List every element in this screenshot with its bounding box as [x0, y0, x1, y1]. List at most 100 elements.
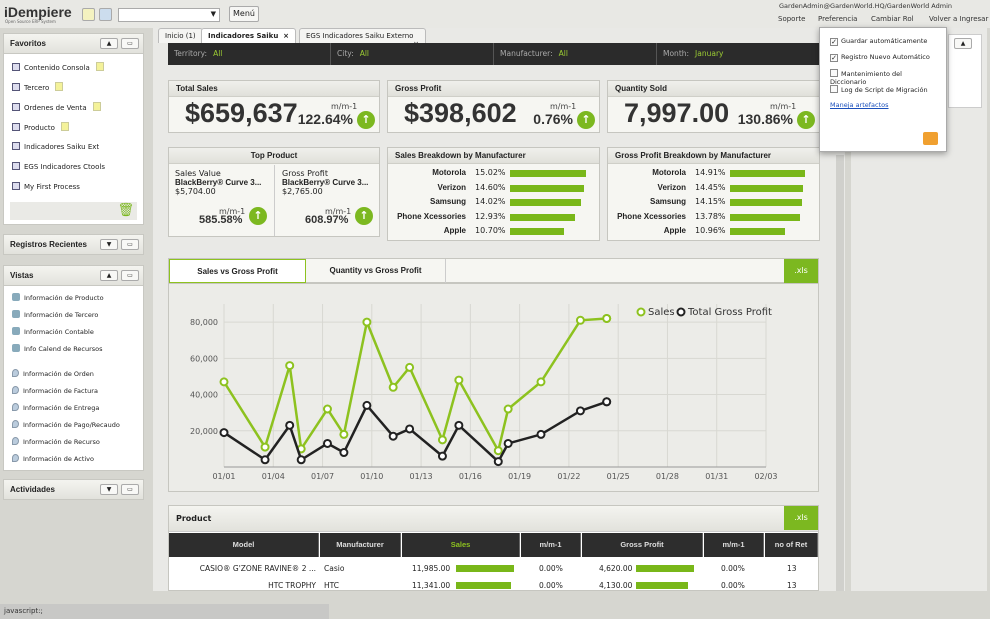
column-header[interactable]: Manufacturer	[320, 533, 401, 557]
data-point[interactable]	[285, 361, 295, 371]
data-point[interactable]	[602, 397, 612, 407]
migration-log-option[interactable]: Log de Script de Migración	[820, 81, 946, 97]
view-item[interactable]: Información de Pago/Recaudo	[4, 416, 143, 433]
favorite-item[interactable]: Producto	[4, 117, 143, 137]
tab-qty-vs-gp[interactable]: Quantity vs Gross Profit	[306, 259, 446, 283]
table-row[interactable]: CASIO® G'ZONE RAVINE® 2 ... Casio 11,985.0…	[169, 560, 818, 577]
data-point[interactable]	[296, 455, 306, 465]
view-item[interactable]: Información de Activo	[4, 450, 143, 467]
data-point[interactable]	[322, 404, 332, 414]
view-item[interactable]: Información de Factura	[4, 382, 143, 399]
view-item[interactable]: Información Contable	[4, 323, 143, 340]
data-point[interactable]	[339, 448, 349, 458]
collapse-button[interactable]: ▲	[954, 38, 972, 49]
column-header[interactable]: m/m-1	[704, 533, 764, 557]
data-point[interactable]	[536, 429, 546, 439]
data-point[interactable]	[454, 420, 464, 430]
tab-saiku[interactable]: Indicadores Saiku ×	[201, 28, 296, 43]
column-header[interactable]: Sales	[402, 533, 520, 557]
data-point[interactable]	[536, 377, 546, 387]
data-point[interactable]	[322, 438, 332, 448]
favorite-item[interactable]: Ordenes de Venta	[4, 97, 143, 117]
data-point[interactable]	[388, 431, 398, 441]
collapse-button[interactable]: ▲	[100, 38, 118, 49]
data-point[interactable]	[575, 406, 585, 416]
window-icon[interactable]	[99, 8, 112, 21]
column-header[interactable]: no of Ret	[765, 533, 818, 557]
favorite-item[interactable]: Indicadores Saiku Ext	[4, 137, 143, 157]
maximize-button[interactable]: ▭	[121, 239, 139, 250]
scrollbar[interactable]	[836, 155, 844, 591]
checkbox[interactable]	[830, 85, 838, 93]
column-header[interactable]: m/m-1	[521, 533, 581, 557]
favorite-item[interactable]: Tercero	[4, 77, 143, 97]
data-point[interactable]	[493, 457, 503, 467]
data-point[interactable]	[362, 317, 372, 327]
data-point[interactable]	[219, 428, 229, 438]
column-header[interactable]: Gross Profit	[582, 533, 703, 557]
view-item[interactable]: Información de Tercero	[4, 306, 143, 323]
data-point[interactable]	[362, 400, 372, 410]
trash-icon[interactable]: 🗑	[117, 203, 134, 218]
logout-link[interactable]: Volver a Ingresar	[929, 15, 989, 23]
note-icon[interactable]	[60, 122, 69, 131]
support-link[interactable]: Soporte	[778, 15, 806, 23]
note-icon[interactable]	[95, 62, 104, 71]
change-role-link[interactable]: Cambiar Rol	[871, 15, 914, 23]
expand-button[interactable]: ▼	[100, 484, 118, 495]
data-point[interactable]	[260, 455, 270, 465]
search-select[interactable]: ▼	[118, 8, 220, 22]
favorite-item[interactable]: EGS Indicadores Ctools	[4, 157, 143, 177]
data-point[interactable]	[437, 451, 447, 461]
data-point[interactable]	[339, 429, 349, 439]
view-item[interactable]: Información de Recurso	[4, 433, 143, 450]
checkbox[interactable]: ✓	[830, 38, 838, 46]
data-point[interactable]	[503, 438, 513, 448]
data-point[interactable]	[493, 446, 503, 456]
auto-save-option[interactable]: ✓ Guardar automáticamente	[820, 33, 946, 49]
checkbox[interactable]	[830, 69, 838, 77]
checkbox[interactable]: ✓	[830, 54, 838, 62]
data-point[interactable]	[388, 382, 398, 392]
table-row[interactable]: HTC TROPHY HTC 11,341.00 0.00% 4,130.00 0.00%…	[169, 577, 818, 594]
data-point[interactable]	[285, 420, 295, 430]
data-point[interactable]	[405, 424, 415, 434]
maximize-button[interactable]: ▭	[121, 38, 139, 49]
data-point[interactable]	[503, 404, 513, 414]
month-filter[interactable]: Month: January	[657, 43, 820, 65]
data-point[interactable]	[260, 442, 270, 452]
dictionary-maintenance-option[interactable]: Mantenimiento del Diccionario	[820, 65, 946, 86]
new-window-icon[interactable]	[82, 8, 95, 21]
xls-export-button[interactable]: .xls	[784, 259, 818, 283]
tab-egs-saiku[interactable]: EGS Indicadores Saiku Externo×	[299, 28, 426, 48]
note-icon[interactable]	[92, 102, 101, 111]
manufacturer-filter[interactable]: Manufacturer: All	[494, 43, 657, 65]
expand-button[interactable]: ▼	[100, 239, 118, 250]
data-point[interactable]	[575, 315, 585, 325]
note-icon[interactable]	[55, 82, 64, 91]
view-item[interactable]: Info Calend de Recursos	[4, 340, 143, 357]
territory-filter[interactable]: Territory: All	[168, 43, 331, 65]
maximize-button[interactable]: ▭	[121, 484, 139, 495]
view-item[interactable]: Información de Producto	[4, 289, 143, 306]
tab-home[interactable]: Inicio (1)	[158, 28, 203, 43]
save-icon[interactable]	[923, 132, 938, 145]
view-item[interactable]: Información de Entrega	[4, 399, 143, 416]
favorite-item[interactable]: My First Process	[4, 177, 143, 197]
collapse-button[interactable]: ▲	[100, 270, 118, 281]
data-point[interactable]	[437, 435, 447, 445]
auto-new-record-option[interactable]: ✓ Registro Nuevo Automático	[820, 49, 946, 65]
data-point[interactable]	[602, 313, 612, 323]
column-header[interactable]: Model	[169, 533, 319, 557]
data-point[interactable]	[454, 375, 464, 385]
preferences-link[interactable]: Preferencia	[818, 15, 858, 23]
favorite-item[interactable]: Contenido Consola	[4, 57, 143, 77]
xls-export-button[interactable]: .xls	[784, 506, 818, 530]
close-icon[interactable]: ×	[283, 32, 289, 40]
data-point[interactable]	[219, 377, 229, 387]
view-item[interactable]: Información de Orden	[4, 365, 143, 382]
city-filter[interactable]: City: All	[331, 43, 494, 65]
tab-sales-vs-gp[interactable]: Sales vs Gross Profit	[169, 259, 306, 283]
manage-artifacts-link[interactable]: Maneja artefactos	[830, 101, 889, 109]
data-point[interactable]	[405, 362, 415, 372]
